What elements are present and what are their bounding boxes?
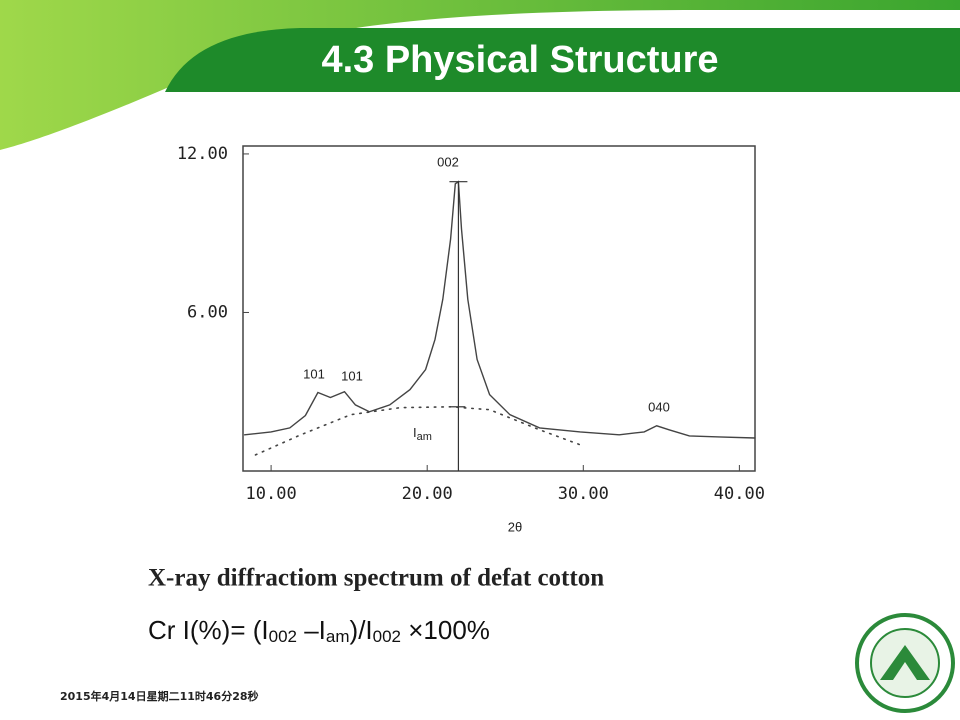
x-tick-label: 30.00 xyxy=(558,484,609,504)
formula-part: ×100% xyxy=(401,615,490,645)
slide-title: 4.3 Physical Structure xyxy=(321,39,718,81)
x-tick-label: 10.00 xyxy=(246,484,297,504)
formula-part: )/I xyxy=(350,615,373,645)
plot-frame xyxy=(242,145,756,472)
x-tick-label: 40.00 xyxy=(714,484,765,504)
series-line xyxy=(243,180,756,439)
formula: Cr I(%)= (I002 –Iam)/I002 ×100% xyxy=(148,615,490,646)
chart: 10.00 20.00 30.00 40.00 6.00 12.00 2θ 002 101 101… xyxy=(177,144,765,535)
peak-label: 040 xyxy=(648,399,670,414)
title-band xyxy=(165,28,960,92)
university-logo xyxy=(855,613,955,713)
caption: X-ray diffractiom spectrum of defat cott… xyxy=(148,565,604,592)
peak-label: 101 xyxy=(303,366,325,381)
y-tick-label: 6.00 xyxy=(187,302,228,322)
formula-subscript: am xyxy=(326,627,350,646)
formula-part: –I xyxy=(297,615,326,645)
i-am-main: I xyxy=(413,425,417,440)
formula-subscript: 002 xyxy=(269,627,297,646)
formula-part: Cr I(%)= (I xyxy=(148,615,269,645)
formula-subscript: 002 xyxy=(373,627,401,646)
peak-label: 101 xyxy=(341,368,363,383)
x-tick-label: 20.00 xyxy=(402,484,453,504)
timestamp: 2015年4月14日星期二11时46分28秒 xyxy=(60,689,259,703)
i-am-label: Iam xyxy=(413,425,432,443)
i-am-sub: am xyxy=(417,431,432,443)
y-tick-label: 12.00 xyxy=(177,144,228,164)
x-axis-label: 2θ xyxy=(508,519,522,534)
peak-label: 002 xyxy=(437,154,459,169)
